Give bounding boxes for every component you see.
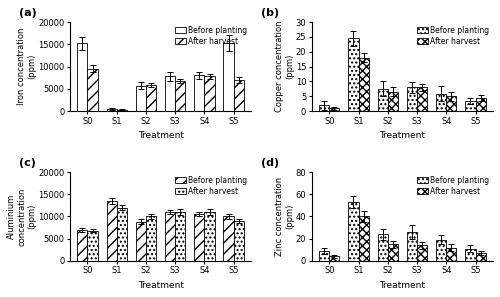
Bar — [330, 257, 340, 261]
Bar — [165, 212, 175, 261]
Bar — [78, 43, 88, 111]
X-axis label: Treatment: Treatment — [380, 281, 426, 290]
Bar — [330, 108, 340, 111]
Bar — [194, 75, 204, 111]
X-axis label: Treatment: Treatment — [380, 131, 426, 140]
Bar — [146, 85, 156, 111]
Bar — [106, 109, 117, 111]
Bar — [116, 110, 127, 111]
Bar — [378, 234, 388, 261]
Bar — [136, 222, 146, 261]
Bar — [165, 76, 175, 111]
Legend: Before planting, After harvest: Before planting, After harvest — [416, 24, 491, 48]
Bar — [378, 89, 388, 111]
Bar — [204, 212, 214, 261]
Bar — [175, 81, 186, 111]
Bar — [446, 248, 456, 261]
Text: (d): (d) — [261, 158, 279, 168]
Bar — [319, 105, 330, 111]
Y-axis label: Aluminium
concentration
(ppm): Aluminium concentration (ppm) — [7, 187, 36, 246]
Bar — [348, 38, 358, 111]
Bar — [116, 208, 127, 261]
Bar — [224, 43, 234, 111]
Bar — [88, 69, 98, 111]
Bar — [78, 230, 88, 261]
Y-axis label: Copper concentration
(ppm): Copper concentration (ppm) — [274, 21, 294, 112]
Bar — [175, 212, 186, 261]
Bar — [466, 249, 475, 261]
Y-axis label: Zinc concentration
(ppm): Zinc concentration (ppm) — [274, 177, 294, 256]
Legend: Before planting, After harvest: Before planting, After harvest — [174, 24, 249, 48]
Bar — [476, 98, 486, 111]
Bar — [407, 87, 417, 111]
Legend: Before planting, After harvest: Before planting, After harvest — [174, 174, 249, 197]
Bar — [436, 240, 446, 261]
Text: (c): (c) — [19, 158, 36, 168]
Bar — [194, 214, 204, 261]
Bar — [224, 217, 234, 261]
Bar — [466, 101, 475, 111]
Bar — [388, 244, 398, 261]
Bar — [146, 217, 156, 261]
Bar — [476, 253, 486, 261]
Bar — [358, 217, 368, 261]
Bar — [234, 80, 244, 111]
Bar — [407, 232, 417, 261]
Bar — [319, 251, 330, 261]
Text: (b): (b) — [261, 8, 279, 18]
Bar — [88, 231, 98, 261]
Bar — [446, 96, 456, 111]
Legend: Before planting, After harvest: Before planting, After harvest — [416, 174, 491, 197]
Bar — [388, 92, 398, 111]
Bar — [204, 76, 214, 111]
X-axis label: Treatment: Treatment — [138, 281, 184, 290]
Text: (a): (a) — [19, 8, 37, 18]
Bar — [106, 201, 117, 261]
Bar — [136, 86, 146, 111]
Bar — [234, 221, 244, 261]
X-axis label: Treatment: Treatment — [138, 131, 184, 140]
Y-axis label: Iron concentration
(ppm): Iron concentration (ppm) — [18, 28, 36, 105]
Bar — [417, 245, 427, 261]
Bar — [417, 87, 427, 111]
Bar — [348, 202, 358, 261]
Bar — [358, 58, 368, 111]
Bar — [436, 94, 446, 111]
